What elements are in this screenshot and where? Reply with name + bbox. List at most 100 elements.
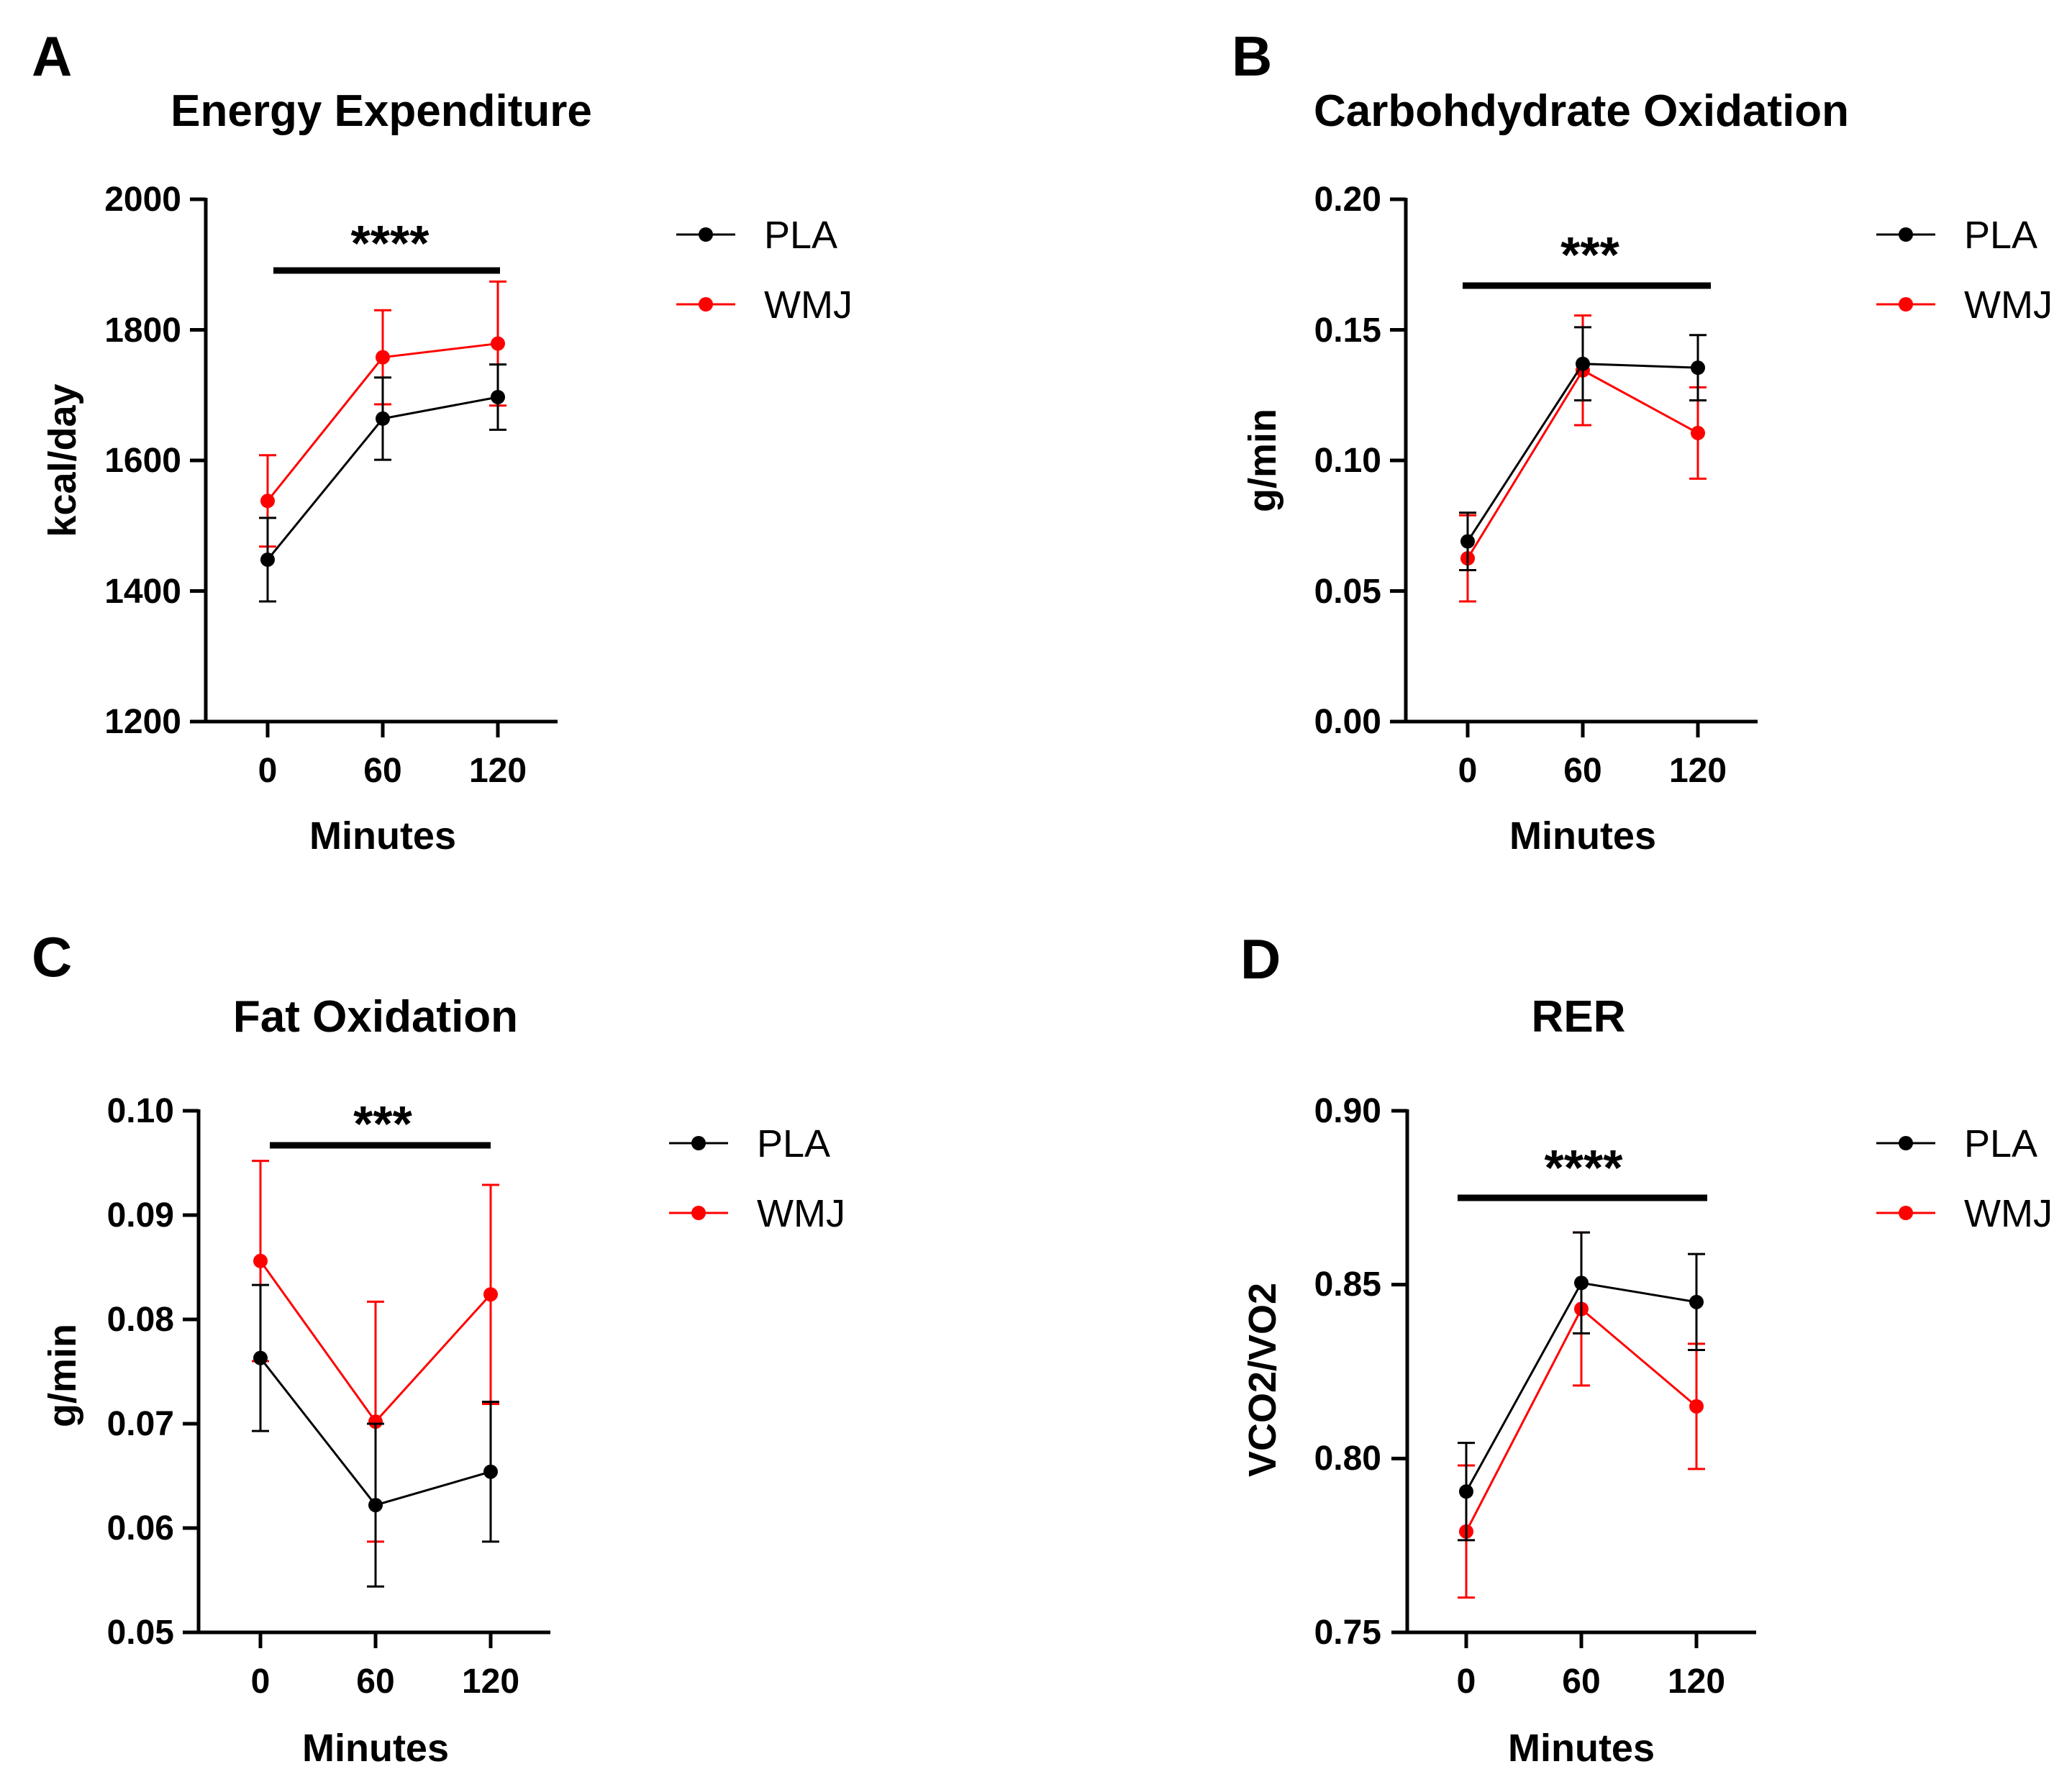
plot-area <box>190 197 558 737</box>
y-tick-label: 1600 <box>104 442 181 480</box>
legend: PLA WMJ <box>1876 1122 2053 1235</box>
data-point-pla <box>1689 1294 1704 1309</box>
data-point-pla <box>1459 1484 1473 1499</box>
y-tick-label: 0.75 <box>1314 1614 1381 1652</box>
y-axis-label: g/min <box>41 1324 84 1427</box>
x-axis-label: Minutes <box>302 1727 449 1770</box>
data-point-wmj <box>253 1253 268 1268</box>
x-tick-label: 120 <box>469 752 527 790</box>
legend-marker-pla <box>699 227 713 242</box>
x-tick-label: 60 <box>356 1663 394 1701</box>
y-tick-label: 0.07 <box>107 1405 174 1443</box>
legend-label-wmj: WMJ <box>757 1192 845 1235</box>
y-tick-label: 0.85 <box>1314 1265 1381 1304</box>
x-tick-label: 120 <box>1668 1663 1725 1701</box>
panel-d: D RER 0 60 120 0.75 0.80 0.85 0.90 Minut… <box>1240 927 2053 1770</box>
panel-a: A Energy Expenditure 0 60 120 1200 1400 … <box>32 24 853 858</box>
x-tick-label: 0 <box>1458 752 1478 790</box>
data-point-wmj <box>1691 425 1705 440</box>
data-point-wmj <box>260 494 275 509</box>
data-point-pla <box>376 411 390 426</box>
data-point-pla <box>1576 356 1590 371</box>
y-tick-label: 0.10 <box>107 1092 174 1130</box>
x-tick-label: 120 <box>1669 752 1727 790</box>
data-point-pla <box>1460 534 1475 549</box>
y-tick-label: 2000 <box>104 181 181 219</box>
legend-marker-pla <box>691 1136 706 1150</box>
legend-label-wmj: WMJ <box>1964 1192 2053 1235</box>
legend-label-wmj: WMJ <box>1964 283 2053 327</box>
legend-label-pla: PLA <box>1964 214 2037 257</box>
legend: PLA WMJ <box>669 1122 845 1235</box>
y-tick-label: 0.09 <box>107 1196 174 1235</box>
data-point-wmj <box>1689 1399 1704 1414</box>
legend-marker-pla <box>1899 1136 1913 1150</box>
legend-label-pla: PLA <box>1964 1122 2037 1165</box>
data-point-pla <box>1574 1276 1589 1291</box>
panel-c: C Fat Oxidation 0 60 120 0.05 0.06 0.07 … <box>32 925 845 1770</box>
y-tick-label: 1200 <box>104 703 181 741</box>
significance-stars: **** <box>351 215 430 271</box>
legend-label-pla: PLA <box>764 214 837 257</box>
data-point-wmj <box>376 350 390 365</box>
data-point-wmj <box>368 1414 383 1429</box>
panel-letter: D <box>1240 927 1281 991</box>
data-point-pla <box>260 552 275 567</box>
y-axis-label: kcal/day <box>41 383 84 537</box>
x-tick-label: 0 <box>251 1663 271 1701</box>
panel-letter: B <box>1232 24 1272 88</box>
data-point-pla <box>253 1350 268 1365</box>
y-tick-label: 0.10 <box>1314 442 1381 480</box>
panel-b: B Carbohdydrate Oxidation 0 60 120 0.00 … <box>1232 24 2053 858</box>
x-tick-label: 120 <box>462 1663 519 1701</box>
panel-letter: C <box>32 925 72 988</box>
legend-label-pla: PLA <box>757 1122 830 1165</box>
legend-marker-wmj <box>1899 1206 1913 1220</box>
y-tick-label: 0.08 <box>107 1301 174 1339</box>
legend-marker-pla <box>1899 227 1913 242</box>
y-tick-label: 0.06 <box>107 1509 174 1547</box>
chart-title: Fat Oxidation <box>233 992 518 1042</box>
significance-stars: *** <box>353 1096 412 1152</box>
chart-title: Energy Expenditure <box>171 86 592 136</box>
legend-marker-wmj <box>691 1206 706 1220</box>
data-point-pla <box>1691 360 1705 376</box>
significance-stars: *** <box>1560 227 1619 283</box>
legend: PLA WMJ <box>676 214 853 327</box>
y-axis-label: VCO2/VO2 <box>1241 1283 1284 1477</box>
y-tick-label: 1800 <box>104 312 181 350</box>
data-point-wmj <box>483 1287 498 1302</box>
y-tick-label: 0.20 <box>1314 181 1381 219</box>
data-point-pla <box>368 1498 383 1513</box>
data-point-wmj <box>491 336 505 351</box>
y-tick-label: 0.15 <box>1314 312 1381 350</box>
x-tick-label: 0 <box>258 752 278 790</box>
data-point-pla <box>491 389 505 404</box>
x-tick-label: 60 <box>1563 752 1601 790</box>
legend: PLA WMJ <box>1876 214 2053 327</box>
x-axis-label: Minutes <box>309 814 456 858</box>
y-tick-label: 0.05 <box>1314 573 1381 611</box>
x-tick-label: 60 <box>1562 1663 1600 1701</box>
y-tick-label: 0.90 <box>1314 1092 1381 1130</box>
chart-title: Carbohdydrate Oxidation <box>1314 86 1849 136</box>
x-axis-label: Minutes <box>1508 1727 1655 1770</box>
plot-area <box>1390 197 1758 737</box>
x-tick-label: 60 <box>363 752 401 790</box>
legend-label-wmj: WMJ <box>764 283 853 327</box>
panel-letter: A <box>32 24 72 88</box>
x-axis-label: Minutes <box>1509 814 1656 858</box>
data-point-pla <box>483 1464 498 1479</box>
y-tick-label: 0.00 <box>1314 703 1381 741</box>
y-tick-label: 0.80 <box>1314 1440 1381 1478</box>
y-tick-label: 0.05 <box>107 1614 174 1652</box>
x-tick-label: 0 <box>1457 1663 1476 1701</box>
plot-area <box>183 1109 550 1648</box>
legend-marker-wmj <box>699 297 713 312</box>
y-tick-label: 1400 <box>104 573 181 611</box>
significance-stars: **** <box>1545 1140 1624 1196</box>
plot-area <box>1391 1109 1756 1648</box>
y-axis-label: g/min <box>1241 409 1284 512</box>
chart-title: RER <box>1532 992 1626 1042</box>
